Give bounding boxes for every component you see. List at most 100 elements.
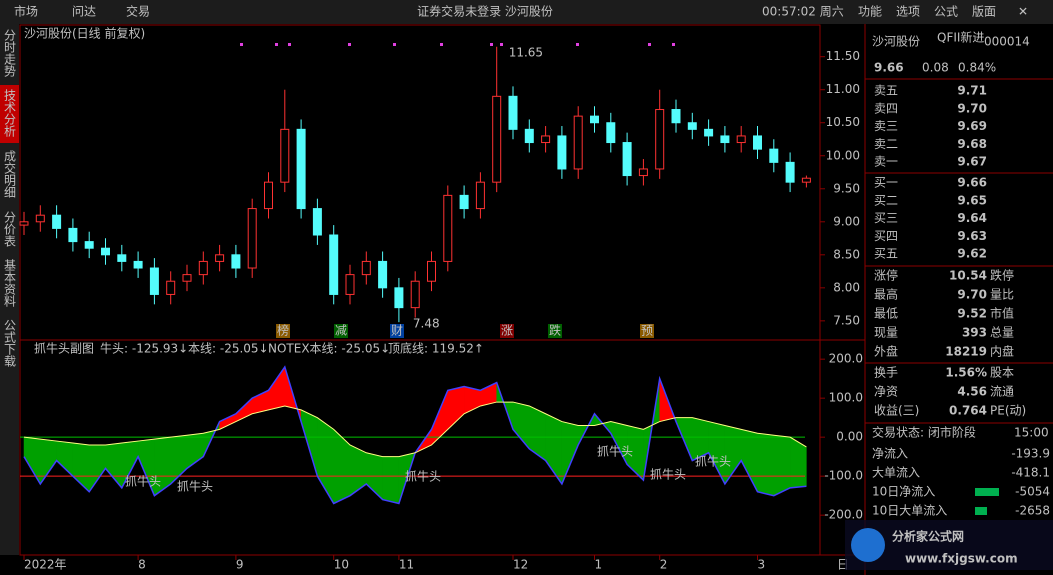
tab[interactable]: 公式下载 [3,319,17,368]
candle-body [720,135,730,144]
readout: 牛头: -125.93↓ [100,341,188,356]
event-badge [276,324,290,338]
indicator-fill [349,444,367,497]
candle-body [19,221,29,226]
y-tick-label: 8.50 [833,247,860,261]
indicator-fill [333,428,351,504]
y-tick-label: 11.00 [826,82,860,96]
row-label: 换手 [874,366,898,380]
candle-body [655,109,665,170]
annotation: 抓牛头 [177,479,213,494]
x-tick-label: 3 [758,558,766,572]
tool-item[interactable]: 功能 [858,5,882,19]
row-label: 卖二 [874,137,898,151]
row-value: 18219 [945,345,987,359]
price: 9.66 [874,61,904,75]
stock-name: 沙河股份 [872,35,920,49]
x-tick-label: 12 [513,558,528,572]
row-label: 买四 [874,229,898,243]
row-value: 9.63 [957,229,987,243]
candle-body [541,135,551,144]
flow-label: 10日净流入 [872,485,935,499]
stock-code: 000014 [984,35,1030,49]
row-label: 跌停 [990,268,1014,283]
event-label: 减 [335,324,347,338]
candle-body [459,194,469,210]
menu-item[interactable]: 市场 [14,4,38,19]
candle-body [117,254,127,262]
candle-body [345,274,355,295]
row-value: 9.70 [957,288,987,302]
menu-item[interactable]: 交易 [126,4,150,19]
indicator-fill [382,456,400,504]
low-label: 7.48 [413,317,440,331]
x-tick-label: 2 [660,558,668,572]
row-value: 0.764 [949,404,987,418]
row-label: 买二 [874,193,898,207]
event-badge [334,324,348,338]
candle-body [394,287,404,309]
event-dot [348,43,351,46]
flow-label: 大单流入 [872,466,920,480]
candle-body [622,142,632,177]
indicator-title: 抓牛头副图 [34,341,94,356]
flow-label: 10日大单流入 [872,504,947,518]
row-label: 买一 [874,176,898,190]
y-tick-label: 100.0 [829,391,863,405]
row-label: 量比 [990,288,1014,302]
indicator-fill [757,432,775,496]
y-tick-label: 8.00 [833,280,860,294]
readout: NOTEX本线: -25.05↓ [268,342,390,356]
row-value: 10.54 [949,269,987,283]
tab[interactable]: 基本资料 [3,259,17,307]
tool-item[interactable]: 选项 [896,5,920,19]
flow-bar [975,488,999,496]
tab-strip [0,24,19,555]
row-value: 9.66 [957,176,987,190]
y-tick-label: 7.50 [833,313,860,327]
change-pct: 0.84% [958,61,996,75]
annotation: 抓牛头 [405,469,441,484]
candle-body [687,122,697,130]
tab[interactable]: 分价表 [3,211,17,247]
candle-body [68,227,78,243]
tab[interactable]: 技术分析 [3,89,17,138]
watermark-title: 分析家公式网 [892,529,964,544]
row-label: 最低 [874,307,898,321]
candle-body [606,122,616,144]
clock: 00:57:02 周六 [762,5,844,19]
status-time: 15:00 [1014,426,1049,440]
ben-line [23,401,807,458]
candle-body [231,254,241,269]
row-label: 净资 [874,385,898,399]
tab[interactable]: 分时走势 [3,29,17,77]
row-value: 9.68 [957,137,987,151]
indicator-fill [40,438,57,485]
indicator-fill [56,440,74,477]
candle-body [769,148,779,163]
tab[interactable]: 成交明细 [3,150,17,198]
row-label: 买五 [874,247,898,261]
row-value: 1.56% [945,366,987,380]
annotation: 抓牛头 [650,467,686,482]
event-dot [490,43,493,46]
x-tick-label: 1 [595,558,603,572]
y-tick-label: -200.0 [824,508,863,522]
event-label: 榜 [277,323,289,338]
tool-item[interactable]: 公式 [934,5,958,19]
y-tick-label: -100.0 [824,469,863,483]
chart-title: 沙河股份(日线 前复权) [24,26,145,41]
row-label: 买三 [874,211,898,225]
row-label: 现量 [874,326,898,340]
tool-item[interactable]: 版面 [972,5,996,19]
y-tick-label: 10.50 [826,115,860,129]
menu-item[interactable]: 问达 [72,5,96,19]
event-dot [672,43,675,46]
candle-body [149,267,159,295]
row-label: 市值 [990,306,1014,321]
candle-body [753,135,762,150]
indicator-fill [529,405,546,462]
topbar [0,0,1053,24]
readout: 顶底线: 119.52↑ [388,341,484,356]
